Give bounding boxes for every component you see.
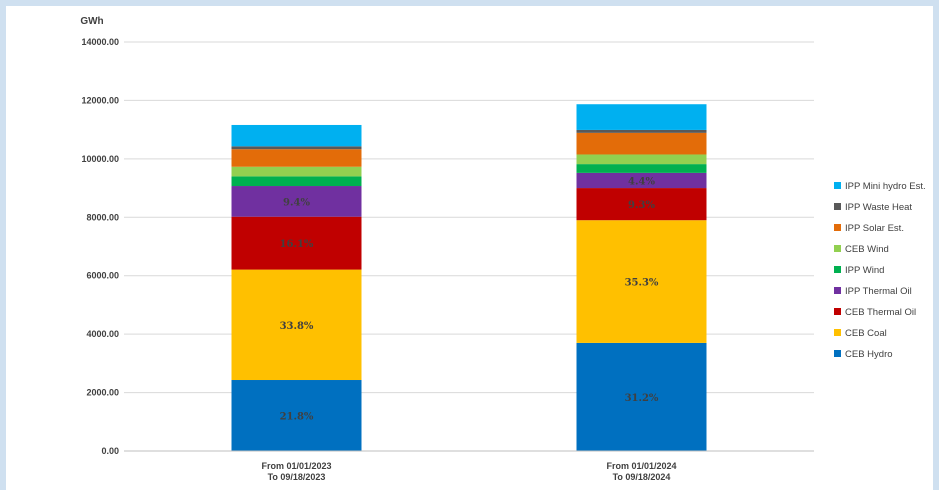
legend-swatch xyxy=(834,308,841,315)
bar-segment xyxy=(231,146,362,150)
bar-segment xyxy=(576,104,707,130)
y-tick-label: 14000.00 xyxy=(81,37,119,47)
data-label: 16.1% xyxy=(280,239,314,250)
y-tick-label: 8000.00 xyxy=(86,212,119,222)
legend-swatch xyxy=(834,224,841,231)
data-label: 9.4% xyxy=(283,197,310,208)
bars xyxy=(231,104,707,451)
x-category-label: From 01/01/2024 xyxy=(606,461,676,471)
bar-segment xyxy=(231,380,362,451)
data-label: 21.8% xyxy=(280,412,314,423)
legend-swatch xyxy=(834,350,841,357)
legend-label: CEB Coal xyxy=(845,328,887,339)
y-axis-unit-label: GWh xyxy=(80,16,103,27)
legend-label: IPP Wind xyxy=(845,265,884,276)
legend-label: IPP Thermal Oil xyxy=(845,286,912,297)
legend-swatch xyxy=(834,245,841,252)
bar-segment xyxy=(231,216,362,270)
legend-swatch xyxy=(834,329,841,336)
bar-segment xyxy=(576,164,707,173)
x-category-label: To 09/18/2024 xyxy=(613,472,671,482)
bar-segment xyxy=(576,132,707,155)
legend-swatch xyxy=(834,266,841,273)
legend-label: IPP Waste Heat xyxy=(845,202,912,213)
y-tick-label: 0.00 xyxy=(101,446,119,456)
stacked-bar-chart: GWh 0.00 2000.00 4000.00 6000.00 8000.00 1000… xyxy=(80,16,926,482)
x-category-label: To 09/18/2023 xyxy=(268,472,326,482)
chart-frame: GWh 0.00 2000.00 4000.00 6000.00 8000.00 1000… xyxy=(6,6,933,490)
y-tick-label: 10000.00 xyxy=(81,154,119,164)
bar-segment xyxy=(576,154,707,165)
legend-label: IPP Mini hydro Est. xyxy=(845,181,926,192)
data-label: 4.4% xyxy=(628,176,655,187)
legend-label: CEB Thermal Oil xyxy=(845,307,916,318)
y-tick-label: 12000.00 xyxy=(81,95,119,105)
legend-label: CEB Wind xyxy=(845,244,889,255)
y-axis: GWh 0.00 2000.00 4000.00 6000.00 8000.00 1000… xyxy=(80,16,119,456)
y-tick-label: 2000.00 xyxy=(86,388,119,398)
legend: IPP Mini hydro Est. IPP Waste Heat IPP Sol… xyxy=(834,181,926,360)
bar-segment xyxy=(576,188,707,221)
legend-swatch xyxy=(834,203,841,210)
data-label: 35.3% xyxy=(625,278,659,289)
bar-segment xyxy=(231,149,362,167)
bar-segment xyxy=(231,166,362,177)
bar-segment xyxy=(576,172,707,189)
data-label: 33.8% xyxy=(280,321,314,332)
bar-segment xyxy=(576,220,707,343)
legend-swatch xyxy=(834,287,841,294)
gridlines xyxy=(124,41,814,452)
legend-swatch xyxy=(834,182,841,189)
data-label: 31.2% xyxy=(625,393,659,404)
data-labels: 21.8% 33.8% 16.1% 9.4% 31.2% 35.3% 9.3% 4.4% xyxy=(280,176,659,422)
x-category-label: From 01/01/2023 xyxy=(261,461,331,471)
y-tick-label: 4000.00 xyxy=(86,329,119,339)
bar-segment xyxy=(231,186,362,217)
bar-segment xyxy=(576,129,707,133)
data-label: 9.3% xyxy=(628,200,655,211)
legend-label: CEB Hydro xyxy=(845,349,893,360)
legend-label: IPP Solar Est. xyxy=(845,223,904,234)
y-tick-label: 6000.00 xyxy=(86,271,119,281)
bar-segment xyxy=(576,342,707,451)
bar-segment xyxy=(231,269,362,381)
bar-segment xyxy=(231,124,362,147)
bar-segment xyxy=(231,176,362,187)
